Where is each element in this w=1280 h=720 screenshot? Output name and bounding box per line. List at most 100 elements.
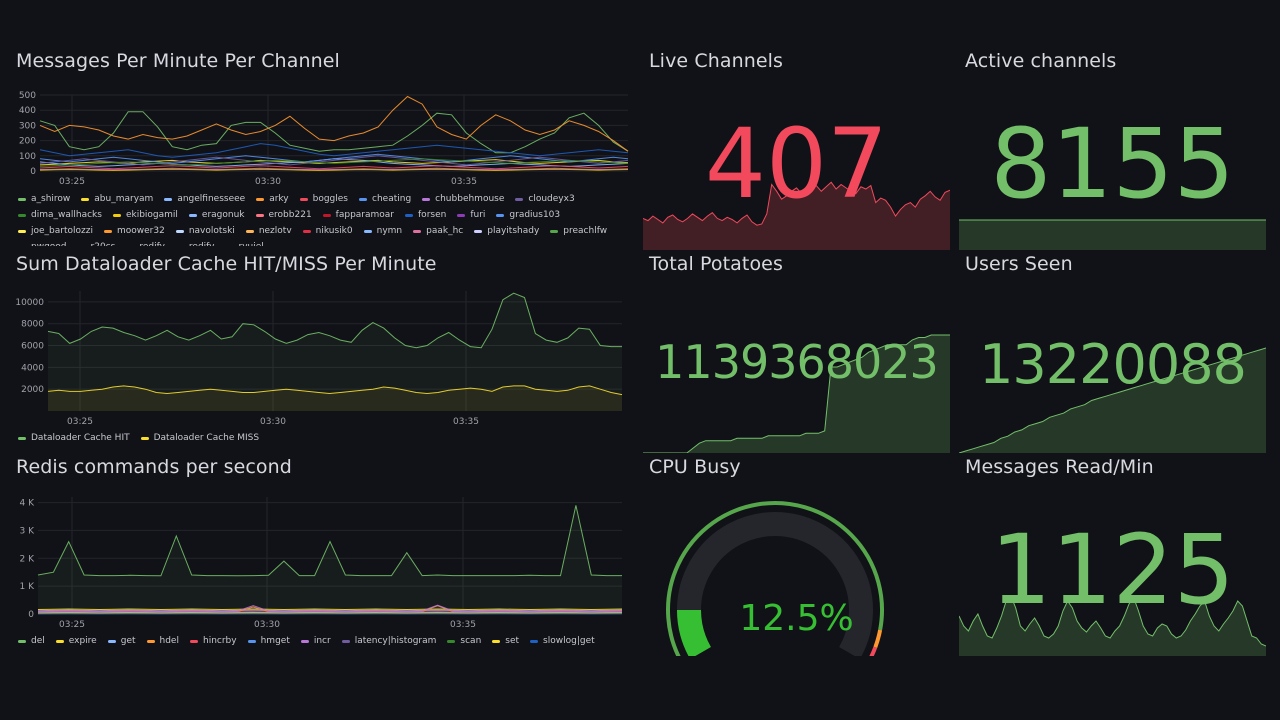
legend-item[interactable]: latency|histogram [341,636,436,646]
legend-item[interactable]: navolotski [175,226,235,236]
legend-item[interactable]: Dataloader Cache MISS [140,433,259,443]
dataloader-cache-chart[interactable]: 2000 4000 6000 8000 10000 03:25 03:30 03:35 [10,253,632,449]
legend-item[interactable]: Dataloader Cache HIT [18,433,130,443]
legend-item[interactable]: set [492,636,519,646]
messages-read-value: 1125 [990,514,1235,626]
panel-title[interactable]: CPU Busy [649,456,741,478]
legend-item[interactable]: redify [126,242,165,246]
legend-item[interactable]: angelfinesseee [164,194,245,204]
legend-item[interactable]: boggles [299,194,348,204]
series-line-cloudeyx3[interactable] [39,155,629,166]
legend-item[interactable]: cheating [359,194,411,204]
legend-swatch [126,245,135,246]
y-tick-label: 300 [19,121,36,131]
legend-swatch [322,213,331,217]
panel-title[interactable]: Messages Per Minute Per Channel [16,50,340,72]
panel-title[interactable]: Redis commands per second [16,456,292,478]
legend-item[interactable]: r20cs [77,242,115,246]
legend-swatch [515,197,524,201]
legend-label: expire [68,636,97,646]
series-line-hdel[interactable] [37,605,623,613]
y-tick-label: 400 [19,106,36,116]
gauge-threshold-green [666,501,884,656]
legend-item[interactable]: ryujel [225,242,264,246]
legend-swatch [188,213,197,217]
series-line-incr[interactable] [37,604,623,612]
legend-item[interactable]: scan [447,636,481,646]
legend-item[interactable]: nezlotv [245,226,292,236]
series-line-dataloader-cache-hit[interactable] [47,292,622,349]
panel-title[interactable]: Messages Read/Min [965,456,1154,478]
legend-label: paak_hc [426,226,464,236]
series-line-del[interactable] [37,505,622,577]
y-tick-label: 100 [19,152,36,162]
series-line-boggles[interactable] [39,165,629,170]
legend-item[interactable]: playitshady [474,226,539,236]
legend-item[interactable]: paak_hc [413,226,463,236]
series-line-a-shirow[interactable] [39,111,629,154]
redis-commands-chart[interactable]: 0 1 K 2 K 3 K 4 K 03:25 03:30 03:35 [10,456,632,652]
series-area [48,385,622,411]
legend-item[interactable]: hdel [146,636,179,646]
panel-title[interactable]: Sum Dataloader Cache HIT/MISS Per Minute [16,253,437,275]
total-potatoes-sparkline [643,334,950,453]
legend-item[interactable]: dima_wallhacks [18,210,102,220]
legend-item[interactable]: hincrby [189,636,237,646]
legend-label: arky [269,194,289,204]
legend-item[interactable]: ekibiogamil [112,210,178,220]
legend-item[interactable]: expire [55,636,97,646]
legend-swatch [496,213,505,217]
series-line-dataloader-cache-miss[interactable] [47,385,623,396]
legend-item[interactable]: gradius103 [496,210,560,220]
panel-title[interactable]: Users Seen [965,253,1073,275]
legend-item[interactable]: arky [256,194,289,204]
legend-item[interactable]: fapparamoar [322,210,394,220]
messages-per-minute-chart[interactable]: 0 100 200 300 400 500 03:25 03:30 03:35 [10,50,632,246]
series-line-expire[interactable] [37,608,623,611]
series-line-hincrby[interactable] [37,611,623,613]
legend-swatch [189,639,198,643]
y-tick-label: 0 [28,610,34,620]
series-line-chubbehmouse[interactable] [39,167,629,171]
gauge-threshold-red [869,646,878,656]
legend-item[interactable]: nymn [363,226,402,236]
legend-label: abu_maryam [94,194,154,204]
legend-label: get [120,636,136,646]
legend-label: nezlotv [258,226,292,236]
x-tick-label: 03:30 [254,620,280,630]
legend-item[interactable]: chubbehmouse [422,194,504,204]
legend-item[interactable]: erobb221 [255,210,312,220]
legend-item[interactable]: slowlog|get [530,636,595,646]
legend-item[interactable]: redify [175,242,215,246]
legend-item[interactable]: a_shirow [18,194,70,204]
legend-item[interactable]: furi [457,210,485,220]
legend-item[interactable]: cloudeyx3 [515,194,575,204]
legend-item[interactable]: forsen [405,210,446,220]
legend-item[interactable]: abu_maryam [81,194,153,204]
gauge-value-arc [677,609,712,656]
cpu-busy-gauge [666,501,884,656]
series-line-dima-wallhacks[interactable] [39,158,629,167]
series-line-arky[interactable] [39,95,629,152]
legend-item[interactable]: get [107,636,136,646]
legend-item[interactable]: nikusik0 [302,226,353,236]
gauge-track [677,512,873,656]
legend-item[interactable]: del [18,636,45,646]
legend-swatch [175,245,184,246]
legend-item[interactable]: joe_bartolozzi [18,226,93,236]
panel-title[interactable]: Live Channels [649,50,784,72]
series-line-eragonuk[interactable] [39,143,629,158]
panel-title[interactable]: Active channels [965,50,1117,72]
legend-item[interactable]: hmget [247,636,290,646]
panel-title[interactable]: Total Potatoes [649,253,783,275]
y-tick-label: 2 K [20,554,36,564]
legend-item[interactable]: moower32 [103,226,165,236]
sparkline-line [643,334,950,453]
legend-item[interactable]: eragonuk [188,210,245,220]
series-line-ekibiogamil[interactable] [39,168,629,172]
legend-item[interactable]: pwgood [18,242,67,246]
legend-label: slowlog|get [543,636,595,646]
legend-item[interactable]: preachlfw [550,226,607,236]
legend-item[interactable]: incr [300,636,331,646]
